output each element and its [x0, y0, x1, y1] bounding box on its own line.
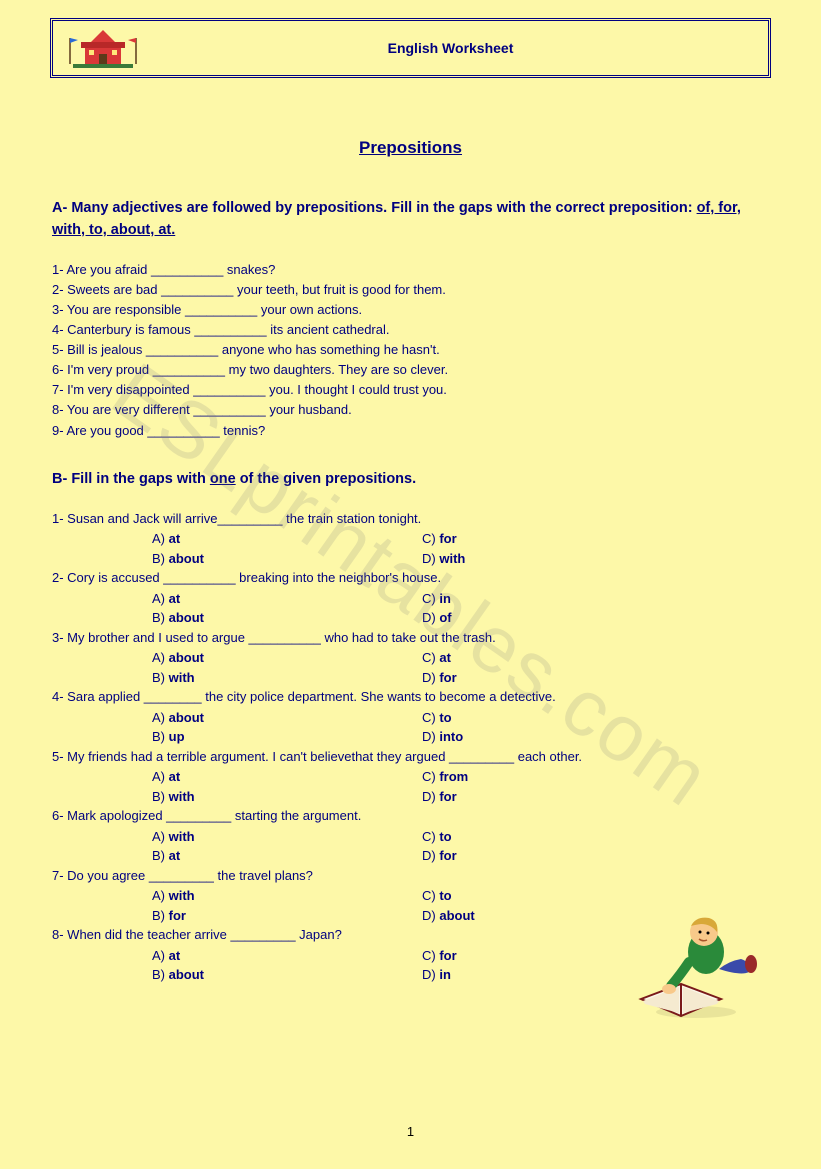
- mcq-options-5: A) atB) withC) fromD) for: [52, 767, 771, 806]
- section-b-heading: B- Fill in the gaps with one of the give…: [50, 471, 771, 487]
- mcq-opt-4-C: C) to: [422, 708, 463, 728]
- mcq-opt-4-A: A) about: [152, 708, 422, 728]
- q-a-2: 2- Sweets are bad __________ your teeth,…: [52, 280, 771, 300]
- mcq-opt-7-A: A) with: [152, 886, 422, 906]
- mcq-opt-4-D: D) into: [422, 727, 463, 747]
- mcq-question-7: 7- Do you agree _________ the travel pla…: [52, 866, 771, 886]
- mcq-opt-1-D: D) with: [422, 549, 465, 569]
- q-a-5: 5- Bill is jealous __________ anyone who…: [52, 340, 771, 360]
- mcq-question-3: 3- My brother and I used to argue ______…: [52, 628, 771, 648]
- mcq-opt-2-C: C) in: [422, 589, 452, 609]
- mcq-opt-2-B: B) about: [152, 608, 422, 628]
- mcq-opt-6-A: A) with: [152, 827, 422, 847]
- q-a-8: 8- You are very different __________ you…: [52, 400, 771, 420]
- mcq-opt-3-B: B) with: [152, 668, 422, 688]
- mcq-opt-5-C: C) from: [422, 767, 468, 787]
- mcq-opt-7-C: C) to: [422, 886, 475, 906]
- school-icon: [63, 26, 143, 71]
- section-a-heading: A- Many adjectives are followed by prepo…: [50, 198, 771, 242]
- q-a-6: 6- I'm very proud __________ my two daug…: [52, 360, 771, 380]
- mcq-opt-1-C: C) for: [422, 529, 465, 549]
- mcq-opt-5-D: D) for: [422, 787, 468, 807]
- section-b-prefix: B- Fill in the gaps with: [52, 471, 210, 487]
- mcq-opt-4-B: B) up: [152, 727, 422, 747]
- mcq-opt-6-C: C) to: [422, 827, 457, 847]
- mcq-question-1: 1- Susan and Jack will arrive_________ t…: [52, 509, 771, 529]
- mcq-options-2: A) atB) aboutC) inD) of: [52, 589, 771, 628]
- mcq-options-4: A) aboutB) upC) toD) into: [52, 708, 771, 747]
- mcq-opt-7-D: D) about: [422, 906, 475, 926]
- mcq-opt-5-A: A) at: [152, 767, 422, 787]
- mcq-options-6: A) withB) atC) toD) for: [52, 827, 771, 866]
- mcq-opt-8-A: A) at: [152, 946, 422, 966]
- section-b-suffix: of the given prepositions.: [236, 471, 416, 487]
- mcq-opt-3-C: C) at: [422, 648, 457, 668]
- main-title: Prepositions: [50, 138, 771, 158]
- header-box: English Worksheet: [50, 18, 771, 78]
- mcq-opt-1-B: B) about: [152, 549, 422, 569]
- mcq-opt-2-A: A) at: [152, 589, 422, 609]
- q-a-9: 9- Are you good __________ tennis?: [52, 421, 771, 441]
- mcq-opt-8-B: B) about: [152, 965, 422, 985]
- mcq-question-4: 4- Sara applied ________ the city police…: [52, 687, 771, 707]
- mcq-question-2: 2- Cory is accused __________ breaking i…: [52, 568, 771, 588]
- section-b-underline: one: [210, 471, 236, 487]
- mcq-opt-8-C: C) for: [422, 946, 457, 966]
- section-a-list: 1- Are you afraid __________ snakes? 2- …: [50, 260, 771, 441]
- mcq-options-3: A) aboutB) withC) atD) for: [52, 648, 771, 687]
- q-a-7: 7- I'm very disappointed __________ you.…: [52, 380, 771, 400]
- mcq-opt-2-D: D) of: [422, 608, 452, 628]
- mcq-opt-3-A: A) about: [152, 648, 422, 668]
- mcq-opt-7-B: B) for: [152, 906, 422, 926]
- mcq-options-1: A) atB) aboutC) forD) with: [52, 529, 771, 568]
- mcq-question-5: 5- My friends had a terrible argument. I…: [52, 747, 771, 767]
- q-a-3: 3- You are responsible __________ your o…: [52, 300, 771, 320]
- section-a-prefix: A- Many adjectives are followed by prepo…: [52, 200, 697, 216]
- child-reading-icon: [611, 914, 761, 1024]
- mcq-opt-6-D: D) for: [422, 846, 457, 866]
- mcq-opt-6-B: B) at: [152, 846, 422, 866]
- q-a-4: 4- Canterbury is famous __________ its a…: [52, 320, 771, 340]
- mcq-opt-3-D: D) for: [422, 668, 457, 688]
- header-title: English Worksheet: [143, 40, 758, 56]
- mcq-opt-8-D: D) in: [422, 965, 457, 985]
- mcq-opt-5-B: B) with: [152, 787, 422, 807]
- page-number: 1: [0, 1124, 821, 1139]
- q-a-1: 1- Are you afraid __________ snakes?: [52, 260, 771, 280]
- mcq-opt-1-A: A) at: [152, 529, 422, 549]
- mcq-question-6: 6- Mark apologized _________ starting th…: [52, 806, 771, 826]
